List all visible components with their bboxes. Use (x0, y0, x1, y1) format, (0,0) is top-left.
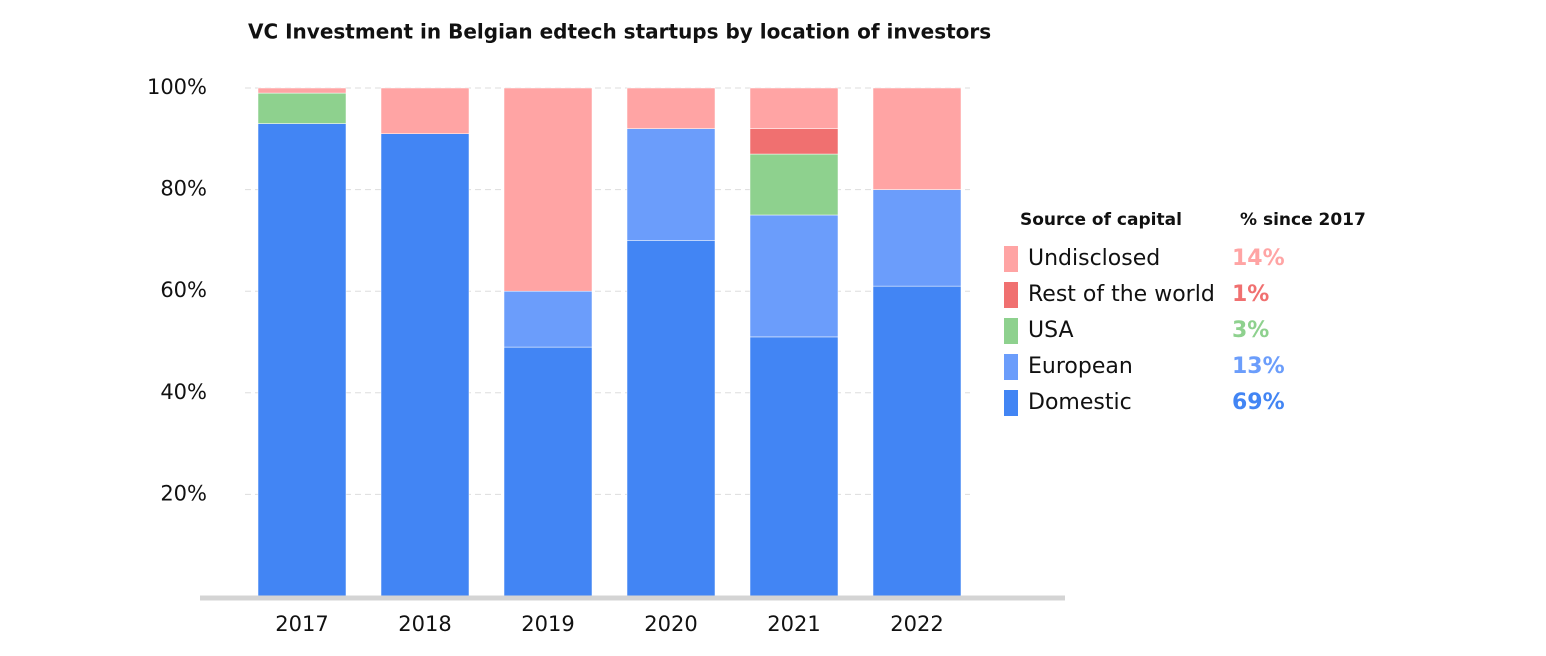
bar-segment (872, 189, 962, 287)
bar-segment (872, 285, 962, 597)
y-tick-label: 20% (160, 481, 207, 505)
bar-segment (626, 87, 716, 129)
legend-value: 3% (1232, 318, 1269, 343)
legend-swatch (1004, 390, 1018, 416)
bar-segment (503, 290, 593, 348)
legend-label: USA (1028, 318, 1074, 343)
legend-label: Rest of the world (1028, 282, 1215, 307)
x-tick-label: 2021 (767, 612, 820, 636)
x-tick-label: 2017 (275, 612, 328, 636)
legend-value: 1% (1232, 282, 1269, 307)
legend-label: European (1028, 354, 1133, 379)
x-tick-label: 2020 (644, 612, 697, 636)
bar-segment (380, 87, 470, 134)
legend-swatch (1004, 246, 1018, 272)
bar-segment (503, 87, 593, 292)
bar-segment (626, 128, 716, 241)
bar-segment (257, 87, 347, 94)
legend-label: Domestic (1028, 390, 1132, 415)
chart-title: VC Investment in Belgian edtech startups… (248, 20, 991, 44)
bar-segment (380, 133, 470, 597)
bar-segment (749, 153, 839, 216)
bar-segment (257, 92, 347, 124)
x-tick-label: 2018 (398, 612, 451, 636)
legend-title: Source of capital (1020, 210, 1182, 230)
bar-segment (257, 123, 347, 597)
legend-swatch (1004, 318, 1018, 344)
bar-segment (872, 87, 962, 190)
bar-segment (503, 346, 593, 597)
bar-segment (749, 214, 839, 338)
x-tick-label: 2019 (521, 612, 574, 636)
bar-segment (749, 336, 839, 597)
legend-value: 14% (1232, 246, 1285, 271)
legend-value: 13% (1232, 354, 1285, 379)
legend-swatch (1004, 354, 1018, 380)
bar-segment (749, 87, 839, 129)
legend-label: Undisclosed (1028, 246, 1160, 271)
bar-segment (749, 128, 839, 155)
y-tick-label: 80% (160, 177, 207, 201)
legend-value-title: % since 2017 (1240, 210, 1366, 230)
x-tick-label: 2022 (890, 612, 943, 636)
legend-swatch (1004, 282, 1018, 308)
y-tick-label: 40% (160, 380, 207, 404)
y-tick-label: 60% (160, 278, 207, 302)
y-tick-label: 100% (147, 75, 207, 99)
bar-segment (626, 240, 716, 597)
legend-value: 69% (1232, 390, 1285, 415)
